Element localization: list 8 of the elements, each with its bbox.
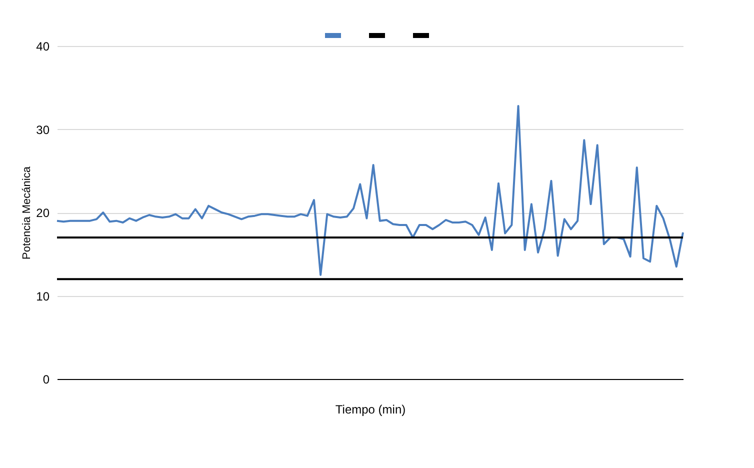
y-tick-label: 20: [36, 206, 50, 220]
y-tick-label: 0: [42, 372, 50, 386]
y-axis-title: Potencia Mecánica: [21, 166, 34, 260]
x-axis-title: Tiempo (min): [335, 402, 406, 416]
y-tick-label: 30: [36, 122, 50, 137]
y-tick-label: 10: [36, 289, 50, 304]
line-series: [56, 104, 684, 276]
y-tick-label: 40: [36, 40, 50, 54]
